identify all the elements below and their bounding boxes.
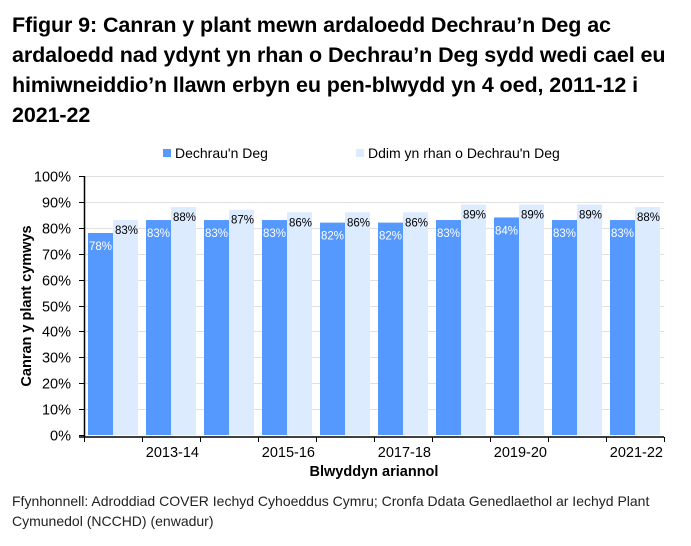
bar-2-2021-22	[635, 207, 660, 435]
bar-1-2019-20	[494, 217, 519, 435]
data-label: 83%	[205, 228, 228, 240]
y-tick-label: 90%	[42, 196, 71, 212]
axes: 0% 10% 20% 30% 40% 50% 60% 70% 80% 90% 100% 2013-14…	[34, 170, 665, 461]
data-label: 89%	[579, 209, 602, 221]
data-label: 89%	[463, 209, 486, 221]
x-tick-label: 2015-16	[262, 445, 315, 461]
bar-1-2020-21	[552, 220, 577, 435]
y-tick-label: 40%	[42, 325, 71, 341]
bar-2-2012-13	[113, 220, 138, 435]
data-label: 83%	[263, 228, 286, 240]
data-label: 86%	[405, 217, 428, 229]
y-tick-label: 100%	[34, 170, 71, 186]
data-label: 83%	[115, 225, 138, 237]
bar-1-2018-19	[436, 220, 461, 435]
data-label: 82%	[321, 231, 344, 243]
x-tick-label: 2017-18	[378, 445, 431, 461]
bar-1-2012-13	[88, 232, 113, 435]
bar-1-2017-18	[378, 222, 403, 435]
legend-label-series-2: Ddim yn rhan o Dechrau'n Deg	[368, 145, 560, 161]
legend-swatch-series-2	[356, 149, 364, 157]
x-tick-label: 2019-20	[494, 445, 547, 461]
bar-2-2019-20	[519, 204, 544, 435]
x-tick-label: 2013-14	[146, 445, 199, 461]
y-tick-label: 30%	[42, 351, 71, 367]
data-label: 88%	[637, 212, 660, 224]
y-tick-label: 60%	[42, 274, 71, 290]
bar-2-2015-16	[287, 212, 312, 435]
legend: Dechrau'n Deg Ddim yn rhan o Dechrau'n D…	[0, 145, 691, 165]
x-tick-label: 2021-22	[610, 445, 663, 461]
data-label: 86%	[347, 217, 370, 229]
bar-2-2014-15	[229, 209, 254, 435]
y-tick-label: 0%	[50, 429, 71, 445]
data-label: 83%	[437, 228, 460, 240]
bar-2-2020-21	[577, 204, 602, 435]
y-axis-title: Canran y plant cymwys	[19, 225, 35, 386]
data-labels: 78%83% 83%88%83%87%83%86%82%86%82%86%83%8…	[89, 209, 660, 252]
bar-1-2016-17	[320, 222, 345, 435]
bar-1-2015-16	[262, 220, 287, 435]
chart-title: Ffigur 9: Canran y plant mewn ardaloedd …	[12, 13, 666, 127]
data-label: 83%	[147, 228, 170, 240]
y-tick-label: 80%	[42, 222, 71, 238]
y-tick-label: 70%	[42, 248, 71, 264]
x-axis-title: Blwyddyn ariannol	[310, 464, 439, 480]
legend-item-ddim-yn-rhan: Ddim yn rhan o Dechrau'n Deg	[356, 145, 560, 161]
data-label: 88%	[173, 212, 196, 224]
legend-swatch-series-1	[163, 149, 171, 157]
data-label: 82%	[379, 231, 402, 243]
y-tick-label: 20%	[42, 377, 71, 393]
bars	[88, 204, 660, 435]
data-label: 83%	[553, 228, 576, 240]
data-label: 84%	[495, 225, 518, 237]
y-tick-label: 10%	[42, 403, 71, 419]
bar-2-2018-19	[461, 204, 486, 435]
legend-label-series-1: Dechrau'n Deg	[175, 145, 268, 161]
data-label: 89%	[521, 209, 544, 221]
legend-item-dechraun-deg: Dechrau'n Deg	[163, 145, 268, 161]
source-note: Ffynhonnell: Adroddiad COVER Iechyd Cyho…	[12, 493, 650, 529]
bar-1-2014-15	[204, 220, 229, 435]
data-label: 78%	[89, 241, 112, 253]
bar-2-2013-14	[171, 207, 196, 435]
data-label: 87%	[231, 215, 254, 227]
bar-2-2016-17	[345, 212, 370, 435]
bar-1-2021-22	[610, 220, 635, 435]
data-label: 86%	[289, 217, 312, 229]
bar-1-2013-14	[146, 220, 171, 435]
bar-2-2017-18	[403, 212, 428, 435]
data-label: 83%	[611, 228, 634, 240]
y-tick-label: 50%	[42, 300, 71, 316]
